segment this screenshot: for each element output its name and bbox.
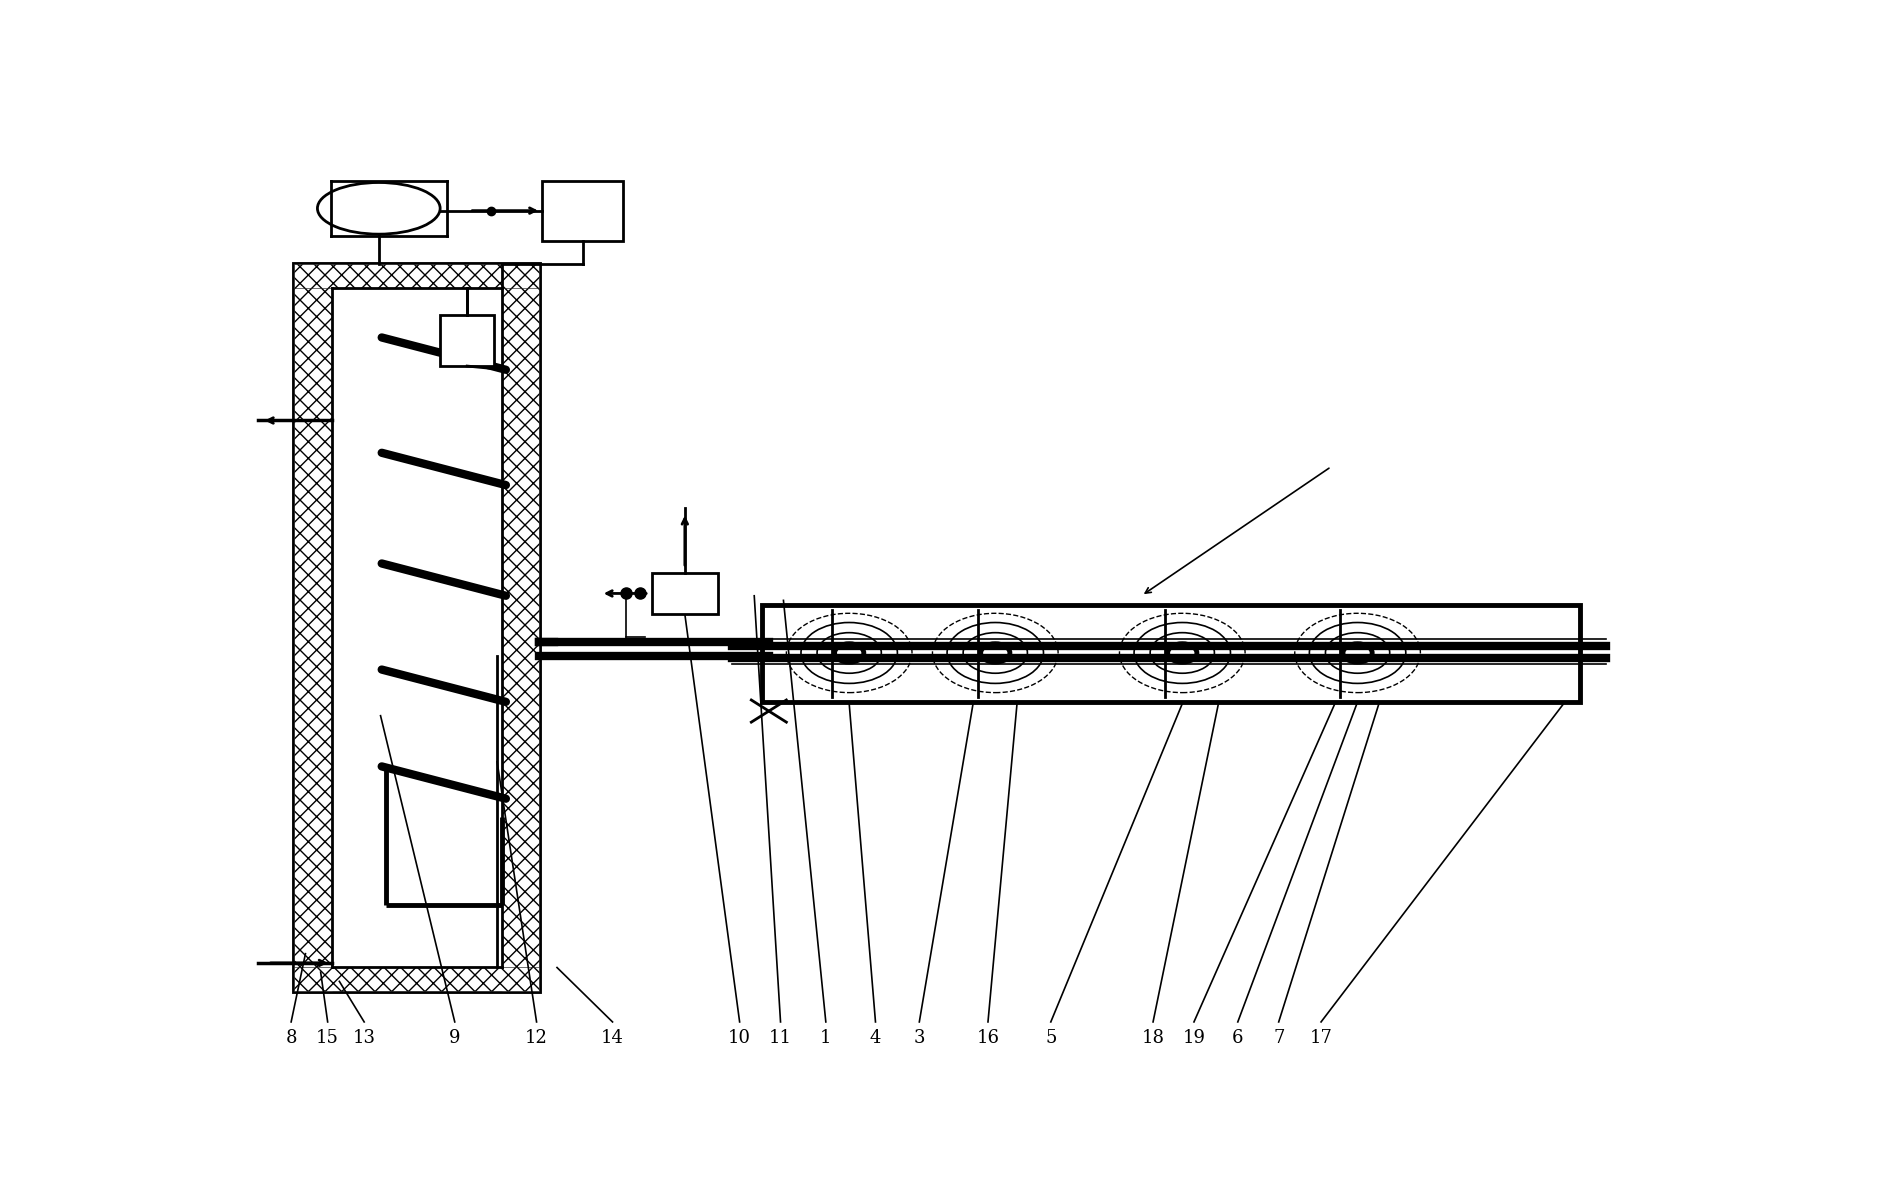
Text: 4: 4 (869, 1029, 880, 1047)
Bar (294, 264, 539, 991)
Text: 19: 19 (1182, 1029, 1206, 1047)
Text: 1: 1 (820, 1029, 831, 1047)
Text: 8: 8 (285, 1029, 298, 1047)
Text: 16: 16 (976, 1029, 999, 1047)
Bar (762, 605, 1580, 702)
Bar (294, 967, 539, 991)
Bar (543, 181, 622, 241)
Bar (652, 573, 718, 615)
Bar (439, 315, 494, 367)
Text: 3: 3 (914, 1029, 926, 1047)
Bar (294, 264, 332, 991)
Text: 12: 12 (526, 1029, 549, 1047)
Bar (294, 264, 539, 288)
Text: 14: 14 (601, 1029, 624, 1047)
Text: 6: 6 (1233, 1029, 1244, 1047)
Text: 11: 11 (769, 1029, 792, 1047)
Text: 10: 10 (728, 1029, 750, 1047)
Text: 13: 13 (352, 1029, 375, 1047)
Text: 9: 9 (449, 1029, 460, 1047)
Text: 17: 17 (1310, 1029, 1333, 1047)
Text: 7: 7 (1272, 1029, 1284, 1047)
Text: 15: 15 (317, 1029, 339, 1047)
Text: 5: 5 (1044, 1029, 1056, 1047)
Text: 18: 18 (1142, 1029, 1165, 1047)
Bar (501, 264, 539, 991)
